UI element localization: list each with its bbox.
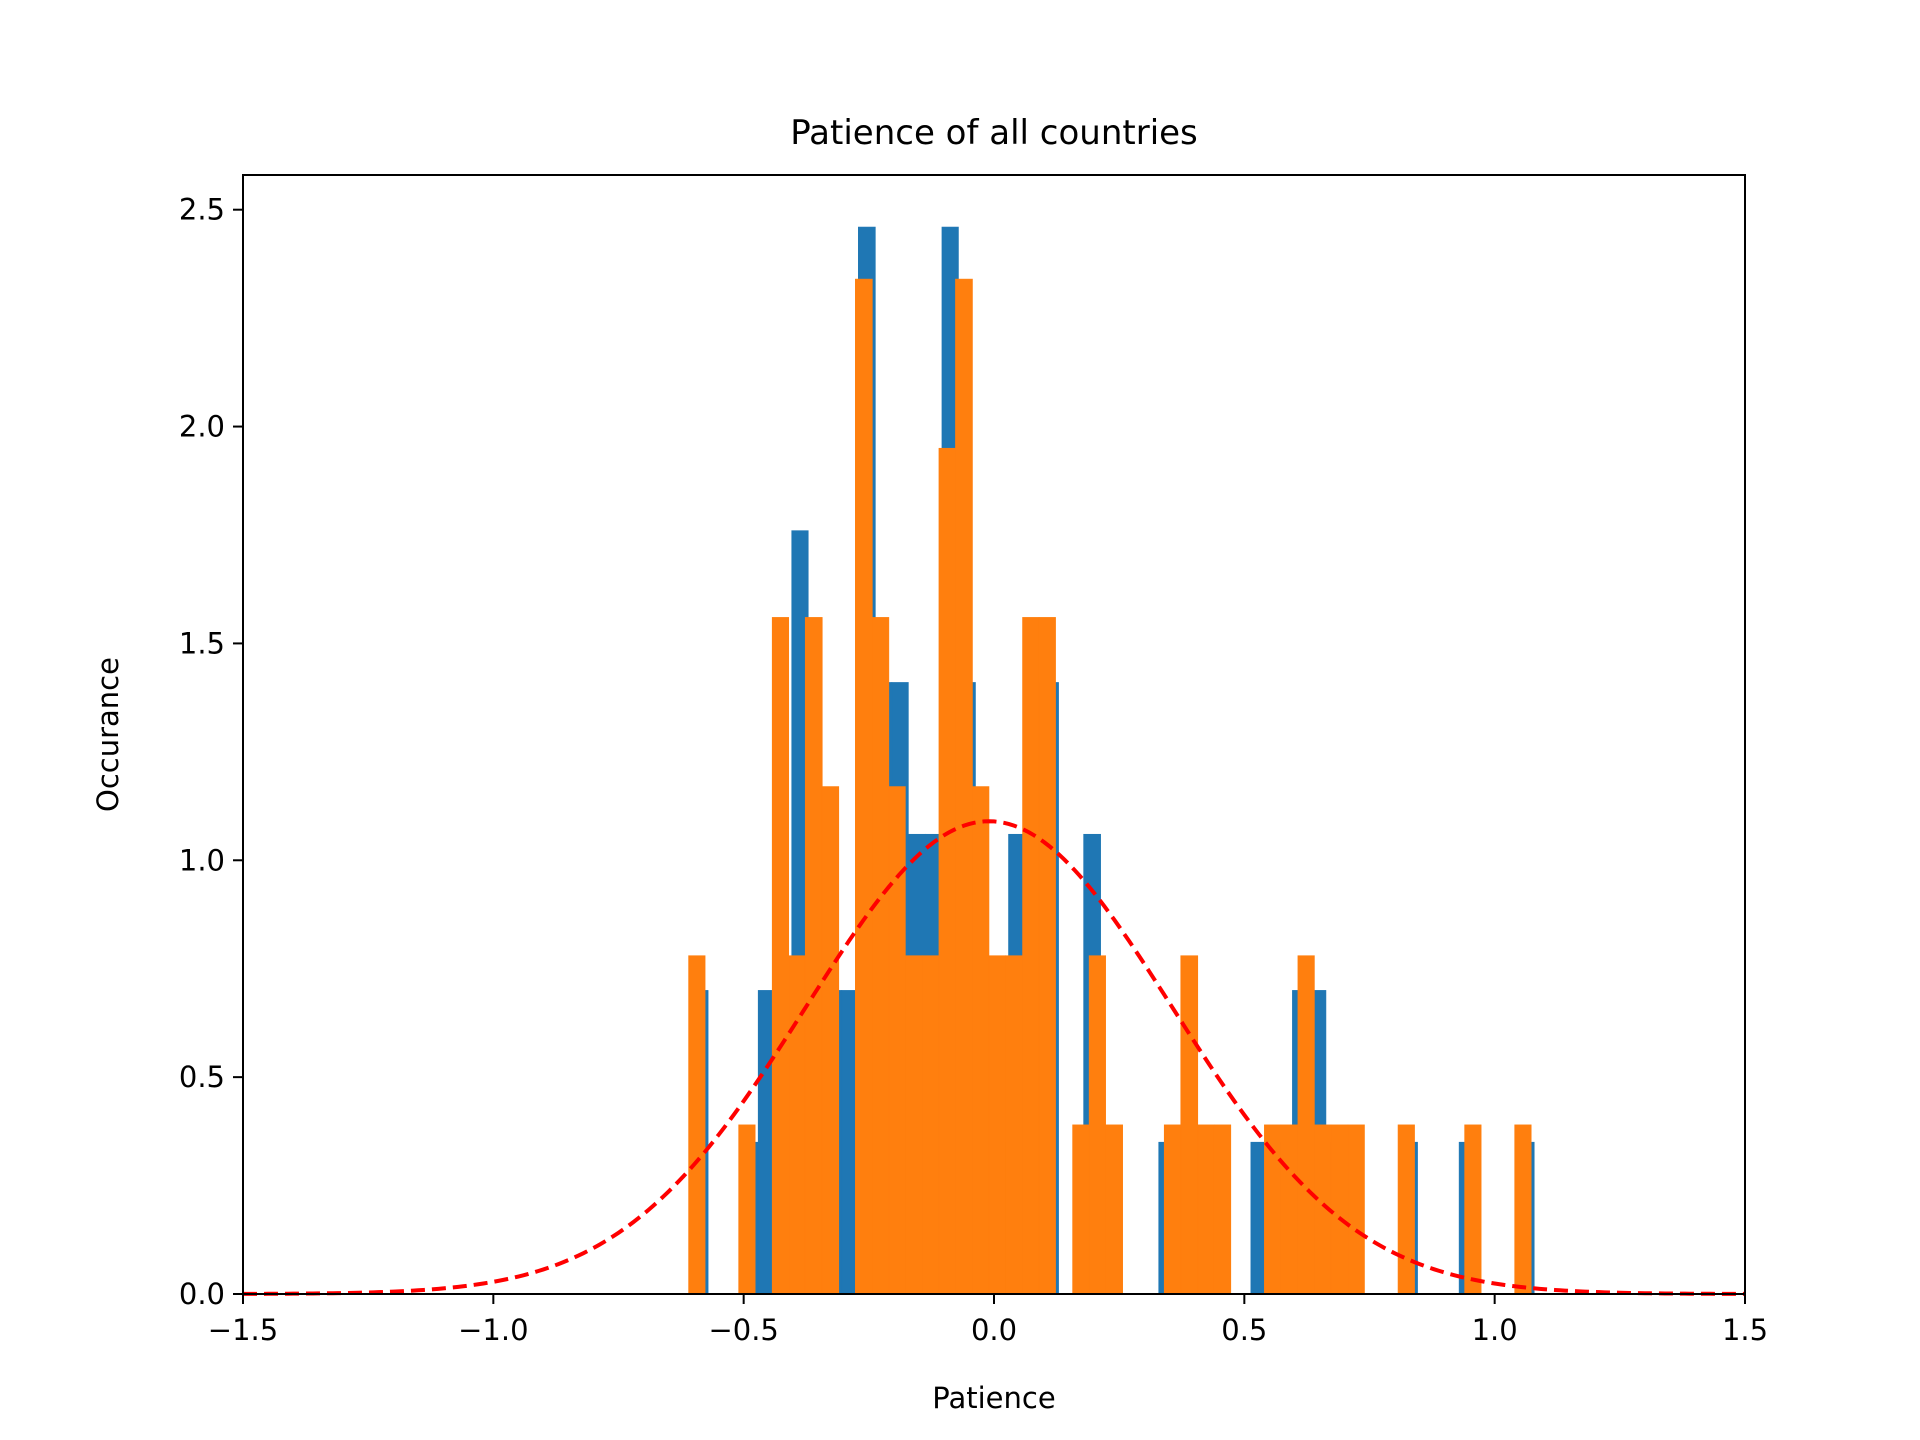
- x-tick-label: −1.0: [458, 1313, 528, 1347]
- histogram-bar-series-2-15: [988, 955, 1006, 1295]
- histogram-bar-series-2-2: [738, 1124, 756, 1295]
- y-axis-label: Occurance: [91, 657, 125, 812]
- histogram-bar-series-2-20: [1088, 955, 1106, 1295]
- histogram-bar-series-2-24: [1197, 1124, 1215, 1295]
- histogram-bar-series-2-8: [872, 617, 890, 1295]
- histogram-bar-series-2-7: [855, 278, 873, 1295]
- histogram-bar-series-2-25: [1213, 1124, 1232, 1295]
- x-axis-label: Patience: [932, 1381, 1055, 1415]
- histogram-bar-series-2-6: [821, 786, 840, 1295]
- histogram-bar-series-2-9: [888, 786, 906, 1295]
- histogram-bar-series-2-16: [1005, 955, 1023, 1295]
- histogram-bar-series-2-34: [1514, 1124, 1532, 1295]
- y-tick-label: 1.5: [179, 626, 225, 660]
- histogram-bar-series-2-31: [1347, 1124, 1365, 1295]
- histogram-bar-series-2-3: [771, 617, 790, 1295]
- histogram-bar-series-2-4: [788, 955, 806, 1295]
- histogram-bar-series-2-28: [1297, 955, 1315, 1295]
- histogram-bar-series-2-13: [955, 278, 973, 1295]
- histogram-bar-series-2-11: [922, 955, 940, 1295]
- y-tick-label: 2.5: [179, 193, 225, 227]
- histogram-bar-series-2-5: [804, 617, 823, 1295]
- x-tick-label: 1.5: [1722, 1313, 1768, 1347]
- y-tick-label: 0.0: [179, 1277, 225, 1311]
- chart-title: Patience of all countries: [790, 113, 1198, 153]
- histogram-bar-series-2-27: [1280, 1124, 1299, 1295]
- ticks-layer: −1.5 −1.0 −0.5 0.0 0.5 1.0 1.5 0.0 0.5 1.0 1.5 2.0 2…: [179, 193, 1768, 1347]
- y-tick-label: 0.5: [179, 1060, 225, 1094]
- histogram-bar-series-2-1: [688, 955, 706, 1295]
- histogram-bar-series-2-10: [905, 955, 923, 1295]
- x-tick-label: 0.5: [1221, 1313, 1267, 1347]
- histogram-bar-series-2-14: [972, 786, 990, 1295]
- y-tick-label: 1.0: [179, 843, 225, 877]
- histogram-bar-series-2-22: [1163, 1124, 1182, 1295]
- histogram-bar-series-2-23: [1180, 955, 1199, 1295]
- histogram-bar-series-2-17: [1022, 617, 1040, 1295]
- normal-fit-curve: [242, 819, 1746, 1296]
- histogram-bar-series-2-12: [938, 447, 956, 1295]
- x-tick-label: −1.5: [208, 1313, 278, 1347]
- y-tick-label: 2.0: [179, 410, 225, 444]
- x-tick-label: 1.0: [1472, 1313, 1518, 1347]
- histogram-bar-series-2-30: [1330, 1124, 1349, 1295]
- histogram-bar-series-2-18: [1038, 617, 1056, 1295]
- x-tick-label: −0.5: [708, 1313, 778, 1347]
- histogram-bar-series-2-32: [1397, 1124, 1415, 1295]
- histogram-bar-series-2-33: [1464, 1124, 1482, 1295]
- curve-layer: [242, 819, 1746, 1296]
- histogram-bar-series-2-21: [1105, 1124, 1123, 1295]
- x-tick-label: 0.0: [971, 1313, 1017, 1347]
- histogram-bar-series-2-19: [1072, 1124, 1090, 1295]
